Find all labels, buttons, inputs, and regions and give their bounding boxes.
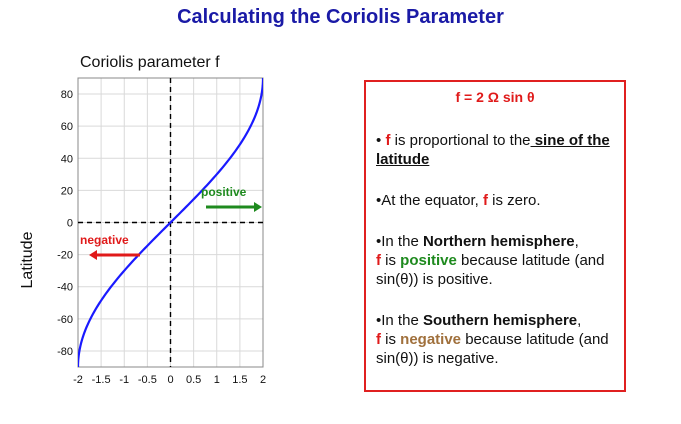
text: is <box>381 252 401 269</box>
sign-word: positive <box>400 252 457 269</box>
annotations: positive negative <box>80 185 262 260</box>
negative-label: negative <box>80 233 129 247</box>
text: •In the <box>376 233 423 250</box>
y-tick-label: -40 <box>57 282 73 294</box>
y-tick-label: -20 <box>57 250 73 262</box>
text: , <box>574 233 579 250</box>
hemisphere: Southern hemisphere <box>422 312 578 329</box>
y-tick-label: 0 <box>67 218 73 230</box>
text: because latitude (and sin(θ)) is positiv… <box>376 252 605 288</box>
bullet: • <box>376 132 382 149</box>
text: is proportional to the <box>390 132 531 149</box>
y-tick-label: 20 <box>61 185 73 197</box>
x-tick-label: 0.5 <box>186 374 201 386</box>
point-equator: •At the equator, f is zero. <box>376 191 614 210</box>
f-symbol: f <box>385 132 391 149</box>
x-tick-label: 1.5 <box>232 374 247 386</box>
x-tick-label: 1 <box>214 374 220 386</box>
hemisphere: Northern hemisphere <box>422 233 575 250</box>
point-northern: •In the Northern hemisphere, f is positi… <box>376 232 614 289</box>
f-symbol: f <box>376 252 381 269</box>
x-tick-label: -1.5 <box>92 374 111 386</box>
y-tick-label: -60 <box>57 314 73 326</box>
x-tick-label: 0 <box>167 374 173 386</box>
text: because latitude (and sin(θ)) is negativ… <box>376 331 609 367</box>
y-tick-label: 40 <box>61 153 73 165</box>
text: is <box>381 331 401 348</box>
x-tick-label: -2 <box>73 374 83 386</box>
x-tick-label: 2 <box>260 374 266 386</box>
negative-arrowhead <box>89 250 97 260</box>
text: is zero. <box>488 192 541 209</box>
y-tick-label: -80 <box>57 346 73 358</box>
sign-word: negative <box>400 331 462 348</box>
axis-ticks: 80 60 40 20 0 -20 -40 -60 -80 -2 -1.5 -1 -0.5 0 0.5 1 1.… <box>57 89 266 386</box>
chart-title: Coriolis parameter f <box>80 54 220 71</box>
formula: f = 2 Ω sin θ <box>455 89 535 105</box>
sine-phrase: sine of the latitude <box>376 132 610 168</box>
text: , <box>577 312 582 329</box>
info-box: f = 2 Ω sin θ • f is proportional to the… <box>364 80 626 392</box>
x-tick-label: -1 <box>119 374 129 386</box>
f-symbol: f <box>376 331 381 348</box>
series-line <box>78 78 263 367</box>
x-tick-label: -0.5 <box>138 374 157 386</box>
y-tick-label: 60 <box>61 121 73 133</box>
f-symbol: f <box>483 192 488 209</box>
point-proportional: • f is proportional to the sine of the l… <box>376 131 614 169</box>
positive-label: positive <box>201 185 247 199</box>
point-southern: •In the Southern hemisphere, f is negati… <box>376 311 614 368</box>
text: •At the equator, <box>376 192 483 209</box>
positive-arrowhead <box>254 202 262 212</box>
slide-title: Calculating the Coriolis Parameter <box>177 6 504 28</box>
y-tick-label: 80 <box>61 89 73 101</box>
text: •In the <box>376 312 423 329</box>
